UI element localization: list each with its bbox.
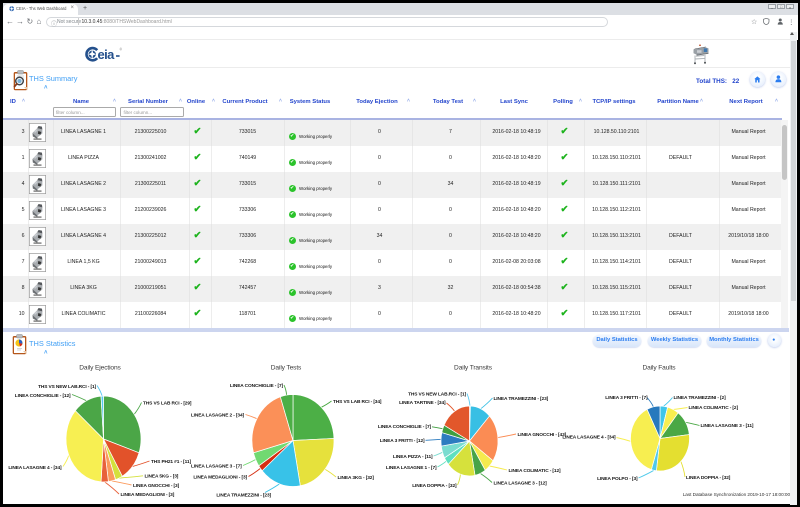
svg-text:Daily Tests: Daily Tests: [271, 365, 302, 372]
svg-text:LINEA TRAMEZZINI - [23]: LINEA TRAMEZZINI - [23]: [216, 493, 271, 499]
svg-text:eia: eia: [98, 47, 116, 62]
svg-text:LINEA TRAMEZZINI - [23]: LINEA TRAMEZZINI - [23]: [494, 396, 549, 402]
svg-text:LINEA PIZZA - [11]: LINEA PIZZA - [11]: [393, 454, 433, 460]
svg-text:LINEA GNOCCHI - [3]: LINEA GNOCCHI - [3]: [133, 483, 180, 489]
svg-text:LINEA CONCHIGLIE - [7]: LINEA CONCHIGLIE - [7]: [378, 424, 432, 430]
svg-text:LINEA DOPPIA - [32]: LINEA DOPPIA - [32]: [412, 483, 457, 489]
svg-text:LINEA 5KG - [3]: LINEA 5KG - [3]: [145, 474, 179, 480]
svg-text:LINEA TARTINE - [34]: LINEA TARTINE - [34]: [399, 400, 446, 406]
svg-text:LINEA COLIMATIC - [12]: LINEA COLIMATIC - [12]: [509, 468, 562, 474]
svg-text:THS VS LAB RCI - [29]: THS VS LAB RCI - [29]: [143, 401, 192, 407]
svg-text:THS VS NEW LAB.RCI - [1]: THS VS NEW LAB.RCI - [1]: [408, 392, 466, 398]
svg-text:LINEA GNOCCHI - [43]: LINEA GNOCCHI - [43]: [518, 432, 567, 438]
svg-text:LINEA MEDAGLIONI - [3]: LINEA MEDAGLIONI - [3]: [193, 475, 247, 481]
svg-text:THS PH21 #1 - [11]: THS PH21 #1 - [11]: [151, 459, 191, 465]
svg-text:LINEA LASAGNE 3 - [11]: LINEA LASAGNE 3 - [11]: [701, 423, 754, 429]
svg-text:LINEA COLIMATIC - [2]: LINEA COLIMATIC - [2]: [689, 405, 739, 411]
svg-text:Daily Transits: Daily Transits: [454, 365, 493, 372]
svg-text:LINEA POLPO - [3]: LINEA POLPO - [3]: [597, 476, 638, 482]
svg-text:LINEA 3KG - [32]: LINEA 3KG - [32]: [338, 475, 375, 481]
svg-text:LINEA MEDAGLIONI - [3]: LINEA MEDAGLIONI - [3]: [121, 492, 175, 498]
svg-text:Daily Faults: Daily Faults: [642, 365, 676, 372]
svg-text:THS VS LAB RCI - [34]: THS VS LAB RCI - [34]: [333, 399, 382, 405]
svg-text:Daily Ejections: Daily Ejections: [79, 365, 121, 372]
svg-text:LINEA LASAGNE 2 - [34]: LINEA LASAGNE 2 - [34]: [191, 413, 245, 419]
svg-text:LINEA 3 FRITTI - [12]: LINEA 3 FRITTI - [12]: [380, 438, 425, 444]
svg-text:®: ®: [120, 48, 123, 52]
svg-text:LINEA CONCHIGLIE - [12]: LINEA CONCHIGLIE - [12]: [15, 393, 71, 399]
svg-text:THS VS NEW LAB.RCI - [1]: THS VS NEW LAB.RCI - [1]: [38, 384, 96, 390]
svg-text:LINEA LASAGNE 3 - [7]: LINEA LASAGNE 3 - [7]: [191, 464, 242, 470]
svg-text:LINEA TRAMEZZINI - [2]: LINEA TRAMEZZINI - [2]: [674, 395, 727, 401]
svg-text:LINEA LASAGNE 1 - [7]: LINEA LASAGNE 1 - [7]: [386, 465, 437, 471]
svg-text:LINEA LASAGNE 4 - [34]: LINEA LASAGNE 4 - [34]: [562, 435, 616, 441]
svg-text:LINEA CONCHIGLIE - [7]: LINEA CONCHIGLIE - [7]: [230, 383, 284, 389]
svg-text:LINEA 3 FRITTI - [7]: LINEA 3 FRITTI - [7]: [605, 395, 648, 401]
svg-text:LINEA LASAGNE 4 - [34]: LINEA LASAGNE 4 - [34]: [8, 465, 62, 471]
svg-text:LINEA DOPPIA - [32]: LINEA DOPPIA - [32]: [686, 475, 731, 481]
svg-text:LINEA LASAGNE 3 - [12]: LINEA LASAGNE 3 - [12]: [494, 481, 548, 487]
